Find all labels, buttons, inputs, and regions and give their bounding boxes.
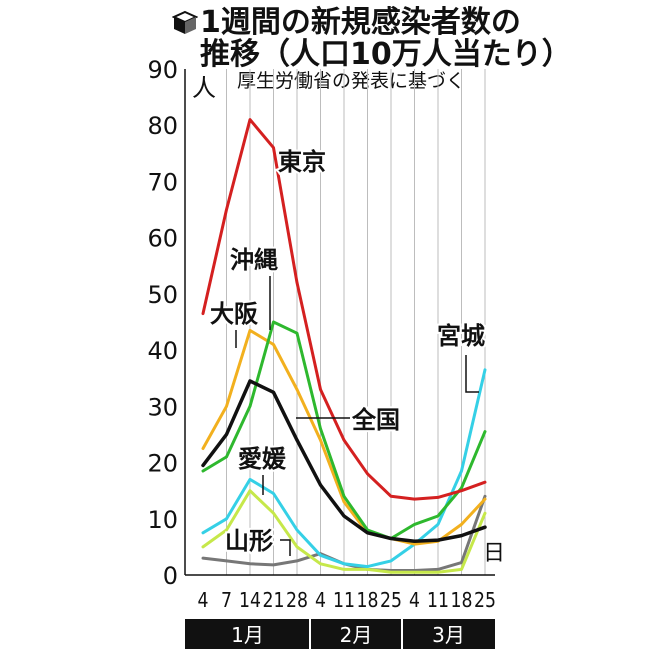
y-tick-label: 60: [147, 225, 178, 253]
x-tick-label: 4: [315, 588, 326, 612]
x-tick-label: 7: [221, 588, 232, 612]
series-label-宮城: 宮城: [437, 322, 485, 350]
y-tick-label: 10: [147, 506, 178, 534]
x-tick-label: 4: [409, 588, 420, 612]
y-tick-label: 0: [163, 562, 178, 590]
month-bar: [185, 619, 495, 649]
x-tick-label: 18: [451, 588, 473, 612]
x-tick-label: 25: [380, 588, 402, 612]
leader-line-宮城: [465, 355, 479, 393]
cube-icon: [172, 10, 198, 34]
series-line-宮城: [201, 368, 487, 569]
month-label: 1月: [231, 623, 264, 647]
month-label: 3月: [432, 623, 465, 647]
series-line-東京: [201, 118, 487, 501]
x-tick-label: 21: [263, 588, 285, 612]
y-tick-label: 50: [147, 281, 178, 309]
series-label-沖縄: 沖縄: [230, 246, 278, 274]
chart-title-line1: 1週間の新規感染者数の: [200, 5, 521, 40]
series-label-大阪: 大阪: [210, 300, 258, 328]
y-unit-label: 人: [192, 74, 216, 102]
y-tick-label: 80: [147, 112, 178, 140]
x-tick-label: 28: [286, 588, 308, 612]
series-line-愛媛: [201, 489, 487, 574]
leader-line-山形: [280, 539, 291, 556]
chart-title-line2: 推移（人口10万人当たり）: [200, 37, 572, 72]
y-tick-label: 40: [147, 337, 178, 365]
x-tick-label: 18: [357, 588, 379, 612]
x-tick-label: 11: [333, 588, 355, 612]
month-label: 2月: [340, 623, 373, 647]
series-line-全国: [201, 379, 487, 544]
series-label-東京: 東京: [278, 148, 326, 176]
chart-subtitle: 厚生労働省の発表に基づく: [237, 70, 466, 92]
x-tick-label: 11: [427, 588, 449, 612]
series-line-沖縄: [201, 320, 487, 540]
series-label-全国: 全国: [351, 406, 400, 434]
x-tick-label: 25: [474, 588, 496, 612]
x-tick-label: 4: [198, 588, 209, 612]
y-tick-label: 30: [147, 393, 178, 421]
x-tick-label: 14: [239, 588, 261, 612]
y-tick-label: 90: [147, 56, 178, 84]
y-tick-label: 20: [147, 450, 178, 478]
y-tick-label: 70: [147, 168, 178, 196]
series-label-愛媛: 愛媛: [238, 445, 287, 473]
x-unit-label: 日: [483, 541, 505, 566]
series-label-山形: 山形: [225, 527, 273, 555]
